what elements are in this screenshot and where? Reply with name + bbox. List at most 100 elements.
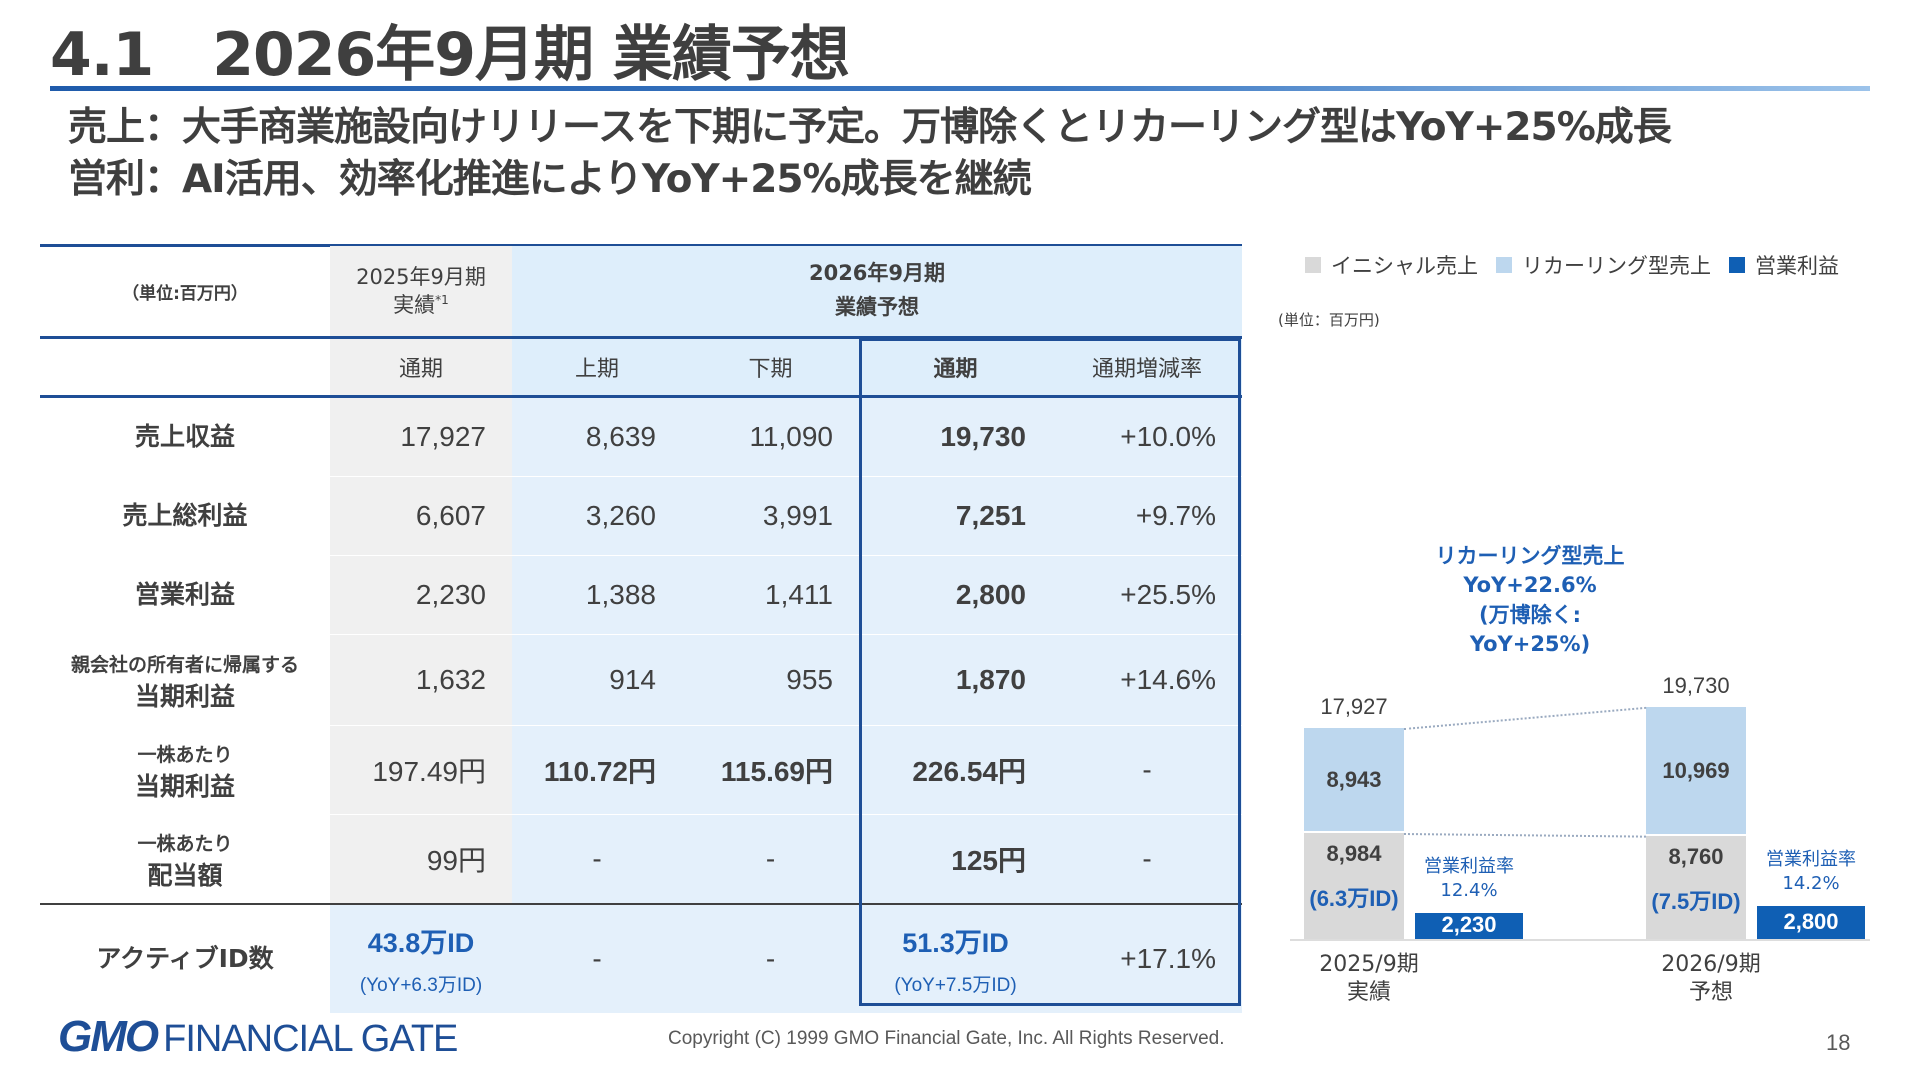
table-row-dividend: 一株あたり配当額 99円 - - 125円 - <box>40 814 1242 905</box>
table-row-operating-profit: 営業利益 2,230 1,388 1,411 2,800 +25.5% <box>40 555 1242 635</box>
bar-recurring <box>1304 728 1404 834</box>
cell-full: 125円 <box>859 814 1052 905</box>
active-id-full: 51.3万ID <box>902 928 1009 958</box>
active-id-full-yoy: (YoY+7.5万ID) <box>894 975 1017 996</box>
cell-h1: 1,388 <box>512 555 682 635</box>
table-header-row: （単位:百万円） 2025年9月期 実績*1 2026年9月期 業績予想 <box>40 246 1242 339</box>
subheader-full: 通期 <box>859 337 1052 398</box>
cell-h1: 914 <box>512 634 682 726</box>
active-id-prev: 43.8万ID <box>367 928 475 958</box>
cell-prev: 43.8万ID (YoY+6.3万ID) <box>330 904 512 1014</box>
cell-prev: 17,927 <box>330 396 512 477</box>
cell-change: +14.6% <box>1052 634 1242 726</box>
prev-year-header: 2025年9月期 実績*1 <box>330 246 512 339</box>
cell-h1: - <box>512 904 682 1014</box>
cell-prev: 197.49円 <box>330 725 512 815</box>
active-id-prev-yoy: (YoY+6.3万ID) <box>359 975 483 996</box>
chart-x-axis <box>1290 939 1870 941</box>
label-id-count: (6.3万ID) <box>1309 886 1399 912</box>
revenue-chart: リカーリング型売上 YoY+22.6% (万博除く: YoY+25%) 8,98… <box>1290 390 1890 1005</box>
cell-change: +25.5% <box>1052 555 1242 635</box>
table-row-active-id: アクティブID数 43.8万ID (YoY+6.3万ID) - - 51.3万I… <box>40 904 1242 1014</box>
logo-financial-gate: FINANCIAL GATE <box>163 1018 458 1060</box>
legend-swatch-icon <box>1305 257 1321 273</box>
chart-unit-label: (単位：百万円) <box>1278 311 1380 329</box>
connector-top <box>1404 707 1647 731</box>
label-op-profit-value: 2,800 <box>1783 908 1839 934</box>
bar-op-profit <box>1757 906 1865 939</box>
category-label: 2025/9期 実績 <box>1319 952 1419 1005</box>
legend-label: リカーリング型売上 <box>1522 254 1711 278</box>
prev-header-line2: 実績 <box>393 293 436 317</box>
cell-full: 1,870 <box>859 634 1052 726</box>
unit-label: （単位:百万円） <box>40 246 330 339</box>
recurring-note-line1: リカーリング型売上 <box>1435 544 1625 568</box>
row-label-main: アクティブID数 <box>96 944 274 974</box>
row-label: 親会社の所有者に帰属する当期利益 <box>40 634 330 726</box>
legend-item-initial: イニシャル売上 <box>1305 250 1478 280</box>
table-body: （単位:百万円） 2025年9月期 実績*1 2026年9月期 業績予想 通期 … <box>40 246 1242 1014</box>
cell-h2: 955 <box>682 634 859 726</box>
table-subheader-row: 通期 上期 下期 通期 通期増減率 <box>40 337 1242 398</box>
row-label-main: 当期利益 <box>134 682 235 711</box>
subheader-h1: 上期 <box>512 337 682 398</box>
table-row-net-income: 親会社の所有者に帰属する当期利益 1,632 914 955 1,870 +14… <box>40 634 1242 726</box>
label-op-profit-value: 2,230 <box>1441 911 1497 937</box>
bar-initial <box>1646 836 1746 939</box>
cell-prev: 99円 <box>330 814 512 905</box>
row-label-main: 営業利益 <box>134 580 235 610</box>
cell-prev: 6,607 <box>330 476 512 556</box>
prev-header-line1: 2025年9月期 <box>356 264 486 289</box>
cell-h2: 3,991 <box>682 476 859 556</box>
row-label-main: 配当額 <box>147 861 223 890</box>
cell-h1: - <box>512 814 682 905</box>
row-label-main: 売上総利益 <box>122 501 248 531</box>
forecast-header-line2: 業績予想 <box>835 295 919 319</box>
subtitle-profit: 営利：AI活用、効率化推進によりYoY+25%成長を継続 <box>68 157 1032 202</box>
bar-op-profit <box>1415 912 1523 939</box>
legend-swatch-icon <box>1496 257 1512 273</box>
row-label-small: 一株あたり <box>137 744 233 767</box>
recurring-note-line2: YoY+22.6% <box>1463 573 1597 598</box>
cell-prev: 1,632 <box>330 634 512 726</box>
row-label-main: 売上収益 <box>134 422 235 452</box>
cell-h2: - <box>682 814 859 905</box>
legend-label: イニシャル売上 <box>1331 254 1478 278</box>
label-recurring-value: 8,943 <box>1326 766 1382 792</box>
row-label: 一株あたり 配当額 <box>40 814 330 905</box>
cell-change: +10.0% <box>1052 396 1242 477</box>
company-logo: GMO FINANCIAL GATE <box>58 1012 458 1062</box>
recurring-note: リカーリング型売上 YoY+22.6% (万博除く: YoY+25%) <box>1420 542 1640 660</box>
label-total: 19,730 <box>1662 673 1730 699</box>
cell-h2: 1,411 <box>682 555 859 635</box>
table-row-gross-profit: 売上総利益 6,607 3,260 3,991 7,251 +9.7% <box>40 476 1242 556</box>
label-op-margin: 営業利益率 12.4% <box>1424 855 1514 902</box>
logo-gmo: GMO <box>58 1012 159 1061</box>
label-total: 17,927 <box>1320 694 1388 720</box>
subheader-prev-full: 通期 <box>330 337 512 398</box>
forecast-header: 2026年9月期 業績予想 <box>512 246 1242 339</box>
subheader-h2: 下期 <box>682 337 859 398</box>
subheader-change: 通期増減率 <box>1052 337 1242 398</box>
subheader-empty <box>40 337 330 398</box>
row-label-small: 親会社の所有者に帰属する <box>70 654 299 677</box>
cell-full: 7,251 <box>859 476 1052 556</box>
row-label-small: 一株あたり <box>137 833 233 856</box>
cell-full: 51.3万ID (YoY+7.5万ID) <box>859 904 1052 1014</box>
subtitle-sales: 売上：大手商業施設向けリリースを下期に予定。万博除くとリカーリング型はYoY+2… <box>68 105 1672 150</box>
cell-change: - <box>1052 725 1242 815</box>
row-label: 一株あたり 当期利益 <box>40 725 330 815</box>
cell-change: +9.7% <box>1052 476 1242 556</box>
legend-label: 営業利益 <box>1755 254 1839 278</box>
forecast-header-line1: 2026年9月期 <box>808 261 946 286</box>
table-row-eps: 一株あたり 当期利益 197.49円 110.72円 115.69円 226.54… <box>40 725 1242 815</box>
title-underline <box>50 86 1870 91</box>
row-label: 売上総利益 <box>40 476 330 556</box>
row-label-main: 当期利益 <box>134 772 235 801</box>
cell-change: - <box>1052 814 1242 905</box>
cell-h2: - <box>682 904 859 1014</box>
legend-swatch-icon <box>1729 257 1745 273</box>
cell-prev: 2,230 <box>330 555 512 635</box>
cell-h2: 11,090 <box>682 396 859 477</box>
bar-initial <box>1304 833 1404 939</box>
